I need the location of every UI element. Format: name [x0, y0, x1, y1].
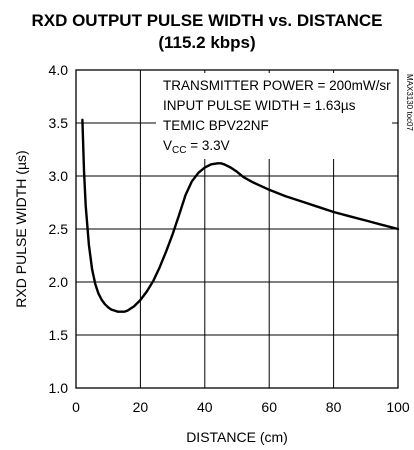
chart-title-line1: RXD OUTPUT PULSE WIDTH vs. DISTANCE — [31, 11, 382, 30]
x-tick-label: 100 — [386, 399, 410, 415]
y-axis-label: RXD PULSE WIDTH (µs) — [13, 150, 29, 307]
y-tick-label: 2.0 — [49, 274, 69, 290]
x-tick-label: 0 — [72, 399, 80, 415]
y-tick-labels: 1.0 1.5 2.0 2.5 3.0 3.5 4.0 — [49, 62, 69, 396]
annotation-vcc: VCC = 3.3V — [163, 138, 230, 156]
annotation-box — [156, 73, 392, 159]
annotation-photodiode: TEMIC BPV22NF — [163, 118, 269, 133]
y-tick-label: 3.5 — [49, 115, 69, 131]
annotation-transmitter-power: TRANSMITTER POWER = 200mW/sr — [163, 78, 391, 93]
x-tick-label: 80 — [326, 399, 342, 415]
y-tick-label: 2.5 — [49, 221, 69, 237]
annotation-input-pulse-width: INPUT PULSE WIDTH = 1.63µs — [163, 98, 356, 113]
chart-title-line2: (115.2 kbps) — [158, 33, 255, 52]
y-tick-label: 1.5 — [49, 327, 69, 343]
y-tick-label: 3.0 — [49, 168, 69, 184]
annotation-vcc-subscript: CC — [172, 145, 186, 156]
annotation-vcc-suffix: = 3.3V — [186, 138, 229, 153]
x-tick-label: 20 — [133, 399, 149, 415]
series-line — [81, 118, 400, 313]
x-tick-labels: 0 20 40 60 80 100 — [72, 399, 410, 415]
x-axis-label: DISTANCE (cm) — [186, 429, 288, 445]
x-tick-label: 40 — [197, 399, 213, 415]
annotation-vcc-prefix: V — [163, 138, 172, 153]
figure-code: MAX3130 toc07 — [405, 74, 414, 131]
x-tick-label: 60 — [261, 399, 277, 415]
y-tick-label: 4.0 — [49, 62, 69, 78]
y-tick-label: 1.0 — [49, 380, 69, 396]
